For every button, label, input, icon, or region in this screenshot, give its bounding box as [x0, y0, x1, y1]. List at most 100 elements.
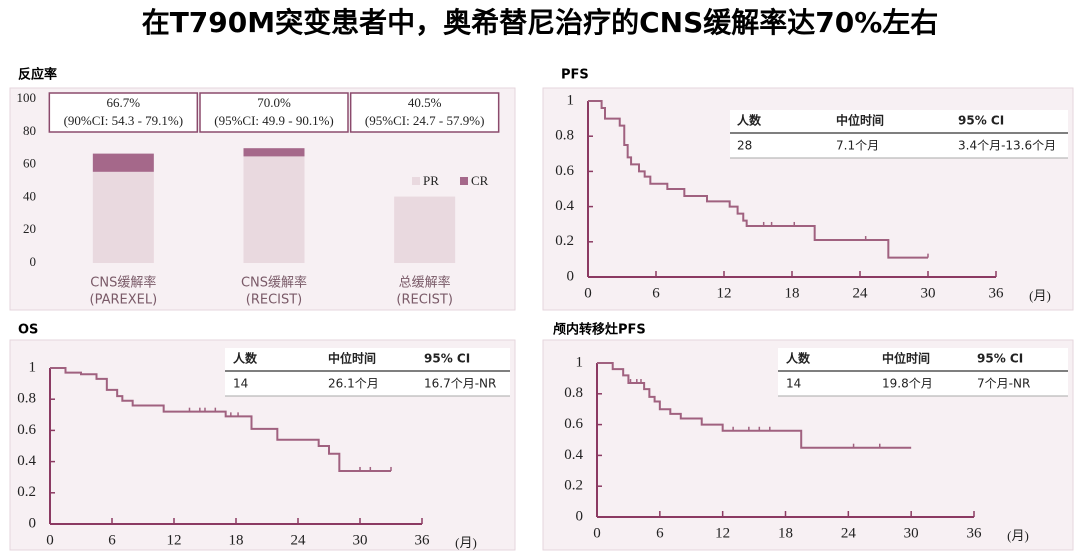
x-tick-label: 36	[989, 285, 1005, 301]
annotation-box	[199, 92, 349, 133]
y-tick-label: 60	[23, 156, 36, 171]
table-cell: 7个月-NR	[977, 377, 1030, 391]
table-header: 人数	[737, 113, 762, 128]
table-cell: 14	[786, 377, 801, 391]
x-tick-label: 18	[778, 525, 793, 541]
x-tick-label: 18	[229, 532, 244, 548]
x-tick-label: 0	[593, 525, 601, 541]
y-tick-label: 80	[23, 123, 36, 138]
y-tick-label: 0.4	[564, 447, 583, 463]
table-header: 人数	[786, 351, 811, 366]
bar-segment	[92, 171, 154, 263]
annotation-ci: (95%CI: 49.9 - 90.1%)	[214, 113, 334, 128]
table-cell: 28	[737, 139, 752, 153]
y-tick-label: 1	[29, 359, 37, 375]
table-bg	[778, 348, 1068, 396]
x-tick-label: 30	[353, 532, 368, 548]
table-header: 人数	[233, 351, 258, 366]
annotation-box	[48, 92, 199, 133]
bar-segment	[243, 148, 305, 157]
annotation-ci: (95%CI: 24.7 - 57.9%)	[365, 113, 485, 128]
y-tick-label: 40	[23, 188, 36, 203]
x-tick-label: 12	[167, 532, 182, 548]
y-tick-label: 0.2	[17, 484, 36, 500]
y-tick-label: 100	[17, 90, 37, 105]
category-label: CNS缓解率	[90, 275, 156, 291]
legend-swatch	[412, 177, 420, 185]
bar-segment	[394, 196, 456, 263]
y-tick-label: 1	[576, 354, 584, 370]
bar-segment	[243, 156, 305, 263]
table-bg	[730, 110, 1068, 158]
y-tick-label: 20	[23, 221, 36, 236]
panel-title: 颅内转移灶PFS	[553, 322, 646, 338]
annotation-value: 66.7%	[107, 95, 141, 110]
panel-title: PFS	[561, 68, 589, 83]
table-header: 95% CI	[958, 114, 1004, 128]
y-tick-label: 0.2	[555, 233, 574, 249]
table-header: 95% CI	[424, 352, 470, 366]
x-tick-label: 6	[108, 532, 116, 548]
legend-swatch	[460, 177, 468, 185]
annotation-box	[349, 92, 500, 133]
table-header: 中位时间	[836, 113, 884, 128]
slide-title: 在T790M突变患者中，奥希替尼治疗的CNS缓解率达70%左右	[142, 6, 939, 39]
annotation-ci: (90%CI: 54.3 - 79.1%)	[64, 113, 184, 128]
table-header: 中位时间	[882, 351, 930, 366]
x-tick-label: 18	[785, 285, 800, 301]
category-label: 总缓解率	[399, 275, 451, 291]
y-tick-label: 0.4	[17, 453, 36, 469]
category-label: (RECIST)	[246, 293, 303, 308]
survival-curve	[50, 367, 391, 472]
x-axis-unit: (月)	[1007, 528, 1029, 543]
x-tick-label: 6	[656, 525, 664, 541]
y-tick-label: 0	[576, 508, 584, 524]
y-tick-label: 0.4	[555, 198, 574, 214]
category-label: CNS缓解率	[241, 275, 307, 291]
x-tick-label: 0	[584, 285, 592, 301]
panel-title: 反应率	[18, 67, 57, 83]
x-axis-unit: (月)	[1029, 288, 1051, 303]
y-tick-label: 0	[567, 268, 575, 284]
table-cell: 14	[233, 377, 248, 391]
table-header: 95% CI	[977, 352, 1023, 366]
x-tick-label: 0	[46, 532, 54, 548]
x-tick-label: 12	[715, 525, 730, 541]
annotation-value: 40.5%	[408, 95, 442, 110]
y-tick-label: 0	[29, 515, 37, 531]
x-tick-label: 24	[853, 285, 869, 301]
y-tick-label: 0.6	[555, 163, 574, 179]
x-tick-label: 30	[921, 285, 936, 301]
table-cell: 16.7个月-NR	[424, 377, 496, 391]
annotation-value: 70.0%	[257, 95, 291, 110]
y-tick-label: 0.6	[564, 416, 583, 432]
category-label: (PAREXEL)	[90, 293, 158, 308]
bar-segment	[92, 153, 154, 172]
y-tick-label: 1	[567, 92, 575, 108]
x-tick-label: 36	[967, 525, 983, 541]
table-cell: 19.8个月	[882, 377, 933, 391]
x-tick-label: 24	[841, 525, 857, 541]
table-bg	[225, 348, 510, 396]
legend-label: PR	[423, 173, 439, 188]
table-header: 中位时间	[328, 351, 376, 366]
legend-label: CR	[471, 173, 489, 188]
survival-curve	[588, 100, 928, 259]
y-tick-label: 0.8	[17, 391, 36, 407]
panel-title: OS	[18, 323, 38, 338]
table-cell: 7.1个月	[836, 139, 879, 153]
y-tick-label: 0.8	[555, 128, 574, 144]
table-cell: 26.1个月	[328, 377, 379, 391]
table-cell: 3.4个月-13.6个月	[958, 139, 1056, 153]
y-tick-label: 0	[30, 254, 37, 269]
x-axis-unit: (月)	[455, 535, 477, 550]
x-tick-label: 6	[652, 285, 660, 301]
survival-curve	[597, 362, 912, 449]
x-tick-label: 24	[291, 532, 307, 548]
y-tick-label: 0.6	[17, 422, 36, 438]
y-tick-label: 0.8	[564, 385, 583, 401]
y-tick-label: 0.2	[564, 478, 583, 494]
category-label: (RECIST)	[396, 293, 453, 308]
x-tick-label: 36	[415, 532, 431, 548]
